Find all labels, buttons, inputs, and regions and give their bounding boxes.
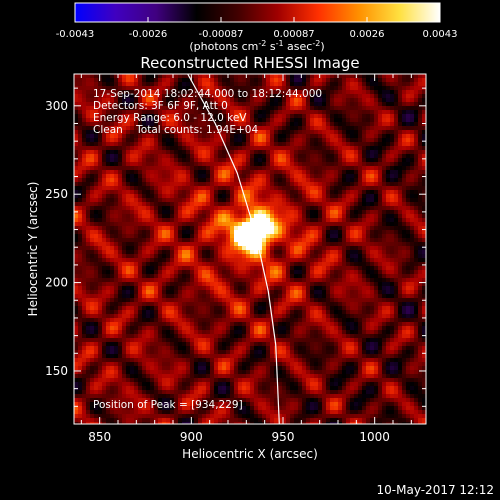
y-axis-label: Heliocentric Y (arcsec) bbox=[26, 182, 40, 317]
y-tick-label: 150 bbox=[45, 364, 68, 378]
colorbar: -0.0043 -0.0026 -0.00087 0.00087 0.0026 0.004… bbox=[56, 2, 458, 53]
plot-frame bbox=[73, 73, 427, 425]
detectors-label: Detectors: 3F 6F 9F, Att 0 bbox=[93, 100, 228, 112]
heatmap-image bbox=[74, 74, 426, 424]
x-tick-label: 950 bbox=[272, 430, 295, 444]
colorbar-tick-label: -0.0026 bbox=[129, 29, 168, 40]
footer-date: 10-May-2017 12:12 bbox=[377, 483, 494, 497]
colorbar-ticks: -0.0043 -0.0026 -0.00087 0.00087 0.0026 0.004… bbox=[56, 17, 458, 40]
x-tick-label: 1000 bbox=[359, 430, 390, 444]
energy-range-label: Energy Range: 6.0 - 12.0 keV bbox=[93, 112, 247, 124]
clean-counts-label: Clean Total counts: 1.94E+04 bbox=[93, 124, 258, 136]
peak-position-label: Position of Peak = [934,229] bbox=[93, 399, 243, 411]
y-tick-label: 200 bbox=[45, 276, 68, 290]
colorbar-tick-label: 0.00087 bbox=[273, 29, 314, 40]
solar-limb-curve bbox=[187, 74, 280, 424]
y-tick-label: 250 bbox=[45, 187, 68, 201]
colorbar-tick-label: 0.0026 bbox=[350, 29, 385, 40]
x-tick-label: 900 bbox=[180, 430, 203, 444]
colorbar-tick-label: 0.0043 bbox=[423, 29, 458, 40]
x-axis-label: Heliocentric X (arcsec) bbox=[182, 447, 318, 461]
annotations: 17-Sep-2014 18:02:44.000 to 18:12:44.000… bbox=[93, 88, 322, 411]
y-tick-label: 300 bbox=[45, 99, 68, 113]
colorbar-bar bbox=[74, 2, 441, 23]
colorbar-tick-label: -0.0043 bbox=[56, 29, 95, 40]
time-range-label: 17-Sep-2014 18:02:44.000 to 18:12:44.000 bbox=[93, 88, 322, 100]
x-tick-label: 850 bbox=[88, 430, 111, 444]
axis-ticks: 850 900 950 1000 150 200 250 300 bbox=[45, 74, 426, 444]
colorbar-unit-label: (photons cm-2 s-1 asec-2) bbox=[189, 39, 324, 53]
plot-area: 850 900 950 1000 150 200 250 300 bbox=[45, 73, 427, 444]
chart-title: Reconstructed RHESSI Image bbox=[140, 54, 359, 72]
colorbar-tick-label: -0.00087 bbox=[199, 29, 244, 40]
